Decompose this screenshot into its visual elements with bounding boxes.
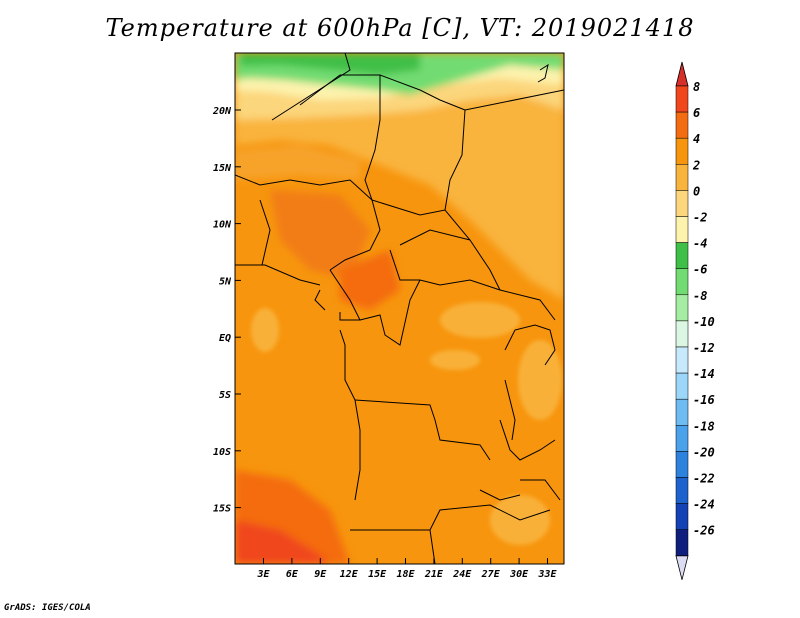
colorbar-label: -10 <box>693 315 715 329</box>
colorbar-swatch <box>675 372 689 400</box>
colorbar-label: 8 <box>693 80 700 94</box>
colorbar: 8 6 4 2 0 -2 -4 -6 -8 -10 -12 -14 -16 -18 -20 -22 -24 -26 <box>675 61 715 580</box>
lat-tick-label: 5S <box>219 390 231 401</box>
colorbar-label: -12 <box>693 341 715 355</box>
colorbar-label: 4 <box>693 132 700 146</box>
colorbar-swatch <box>675 529 689 557</box>
colorbar-swatch <box>675 294 689 322</box>
lon-tick-label: 15E <box>368 569 387 580</box>
colorbar-swatch <box>675 425 689 452</box>
lon-tick-label: 21E <box>424 569 444 580</box>
colorbar-max-arrow <box>675 61 689 87</box>
colorbar-swatch <box>675 451 689 478</box>
colorbar-swatch <box>675 164 689 191</box>
colorbar-swatch <box>675 85 689 113</box>
colorbar-label: -4 <box>693 237 707 251</box>
country-borders <box>235 53 564 564</box>
colorbar-label: 0 <box>693 184 700 198</box>
colorbar-swatch <box>675 477 689 504</box>
colorbar-swatch <box>675 346 689 374</box>
colorbar-label: -18 <box>693 419 715 433</box>
colorbar-swatch <box>675 190 689 217</box>
colorbar-label: -26 <box>693 524 715 538</box>
colorbar-label: -14 <box>693 367 715 381</box>
colorbar-label: -22 <box>693 472 715 486</box>
colorbar-swatch <box>675 268 689 296</box>
colorbar-label: -2 <box>693 211 707 225</box>
colorbar-label: -8 <box>693 289 707 303</box>
lat-tick-label: 10S <box>213 447 231 458</box>
lon-tick-label: 24E <box>452 569 472 580</box>
lat-tick-label: 5N <box>219 276 232 287</box>
lon-tick-label: 30E <box>509 569 529 580</box>
colorbar-label: 6 <box>693 106 700 120</box>
latitude-axis: 20N 15N 10N 5N EQ 5S 10S 15S <box>212 106 241 515</box>
colorbar-swatch <box>675 137 689 165</box>
credit-text: GrADS: IGES/COLA <box>4 603 91 613</box>
colorbar-swatch <box>675 398 689 426</box>
colorbar-swatch <box>675 111 689 139</box>
lat-tick-label: 20N <box>212 106 232 117</box>
lon-tick-label: 33E <box>537 569 557 580</box>
colorbar-label: 2 <box>692 158 700 172</box>
map-frame <box>234 52 565 565</box>
lon-tick-label: 12E <box>340 569 359 580</box>
lat-tick-label: 15S <box>213 504 231 515</box>
colorbar-label: -24 <box>693 498 715 512</box>
colorbar-label: -16 <box>693 393 715 407</box>
colorbar-label: -20 <box>693 445 715 459</box>
lat-tick-label: 10N <box>213 220 232 231</box>
colorbar-swatch <box>675 320 689 348</box>
lon-tick-label: 3E <box>256 569 270 580</box>
lon-tick-label: 18E <box>396 569 415 580</box>
lon-tick-label: 6E <box>286 569 299 580</box>
lat-tick-label: 15N <box>213 163 232 174</box>
longitude-axis: 3E 6E 9E 12E 15E 18E 21E 24E 27E 30E 33E <box>256 558 558 580</box>
lon-tick-label: 27E <box>481 569 501 580</box>
colorbar-swatch <box>675 503 689 530</box>
colorbar-min-arrow <box>675 555 689 580</box>
map-title: Temperature at 600hPa [C], VT: 201902141… <box>105 14 695 42</box>
lon-tick-label: 9E <box>314 569 327 580</box>
colorbar-swatch <box>675 242 689 269</box>
lat-tick-label: EQ <box>219 333 231 344</box>
temperature-field <box>235 53 564 564</box>
colorbar-label: -6 <box>693 263 707 277</box>
colorbar-swatch <box>675 216 689 243</box>
